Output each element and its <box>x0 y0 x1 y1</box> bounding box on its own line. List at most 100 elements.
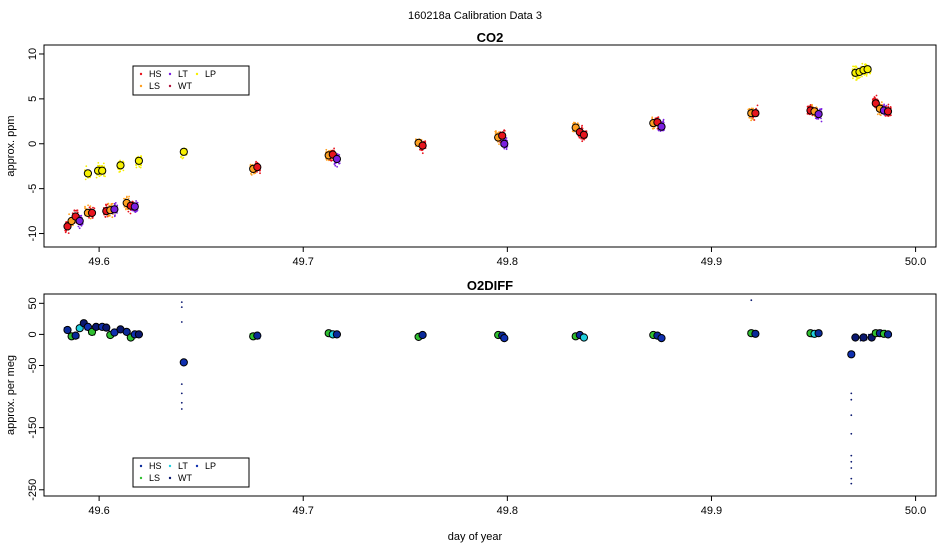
data-point <box>662 121 664 124</box>
co2-data-points <box>63 62 893 235</box>
co2-legend-ls: LS <box>149 81 160 91</box>
data-point <box>88 206 91 209</box>
data-point <box>100 174 102 177</box>
data-point <box>138 165 141 168</box>
cluster-mean-marker <box>657 334 666 343</box>
co2-legend-lp-marker <box>195 72 199 76</box>
data-point <box>140 164 143 167</box>
data-point <box>250 174 253 176</box>
cluster-mean-marker <box>751 329 760 338</box>
o2diff-legend-box <box>132 457 250 488</box>
data-point <box>333 147 335 150</box>
data-point <box>581 140 584 143</box>
data-point <box>64 229 67 232</box>
data-point <box>820 120 823 123</box>
outlier-point <box>180 408 183 410</box>
o2diff-legend-wt-marker <box>168 476 172 480</box>
data-point <box>581 124 583 127</box>
cluster-mean-marker <box>134 156 143 165</box>
outlier-point <box>850 454 853 457</box>
o2diff-legend-wt: WT <box>178 473 192 483</box>
data-point <box>119 170 122 173</box>
co2-legend-lt-marker <box>168 72 172 76</box>
o2diff-legend-hs: HS <box>149 461 162 471</box>
co2-legend-wt-marker <box>168 84 172 88</box>
data-point <box>98 175 101 178</box>
y-tick-label: -10 <box>27 226 39 242</box>
co2-legend-wt: WT <box>178 81 192 91</box>
cluster-mean-marker <box>657 122 666 131</box>
outlier-point <box>750 299 753 302</box>
data-point <box>809 104 812 106</box>
data-point <box>495 130 497 132</box>
cluster-mean-marker <box>83 169 93 178</box>
cluster-mean-marker <box>883 330 893 339</box>
data-point <box>338 162 341 165</box>
data-point <box>64 231 67 234</box>
o2diff-plot-frame <box>43 293 937 497</box>
data-point <box>814 117 817 120</box>
data-point <box>876 113 879 116</box>
data-point <box>879 113 881 116</box>
co2-legend-lt: LT <box>178 69 188 79</box>
x-tick-label: 50.0 <box>905 505 926 517</box>
cluster-mean-marker <box>859 333 868 342</box>
cluster-mean-marker <box>814 110 823 119</box>
o2diff-legend-lt: LT <box>178 461 188 471</box>
data-point <box>336 165 338 168</box>
cluster-mean-marker <box>87 208 97 217</box>
data-point <box>748 107 751 110</box>
cluster-mean-marker <box>122 327 131 336</box>
co2-legend-hs-marker <box>139 72 143 76</box>
co2-legend: HS LT LP LS WT <box>132 65 250 96</box>
data-point <box>861 62 864 65</box>
data-point <box>748 116 751 119</box>
o2diff-data-points <box>63 299 893 485</box>
x-tick-label: 49.9 <box>701 505 722 517</box>
data-point <box>180 156 182 159</box>
data-point <box>127 197 130 200</box>
data-point <box>105 203 107 206</box>
data-point <box>104 175 106 178</box>
data-point <box>503 129 506 132</box>
cluster-mean-marker <box>98 166 107 175</box>
data-point <box>123 197 125 200</box>
data-point <box>875 94 878 97</box>
cluster-mean-marker <box>253 331 262 340</box>
data-point <box>505 148 508 151</box>
x-tick-label: 49.6 <box>88 256 109 268</box>
y-tick-label: 0 <box>27 141 39 147</box>
data-point <box>874 97 876 100</box>
o2diff-panel: O2DIFF 50 0 -50 -150 -250 49.6 49.7 49.8 49.9 50… <box>5 278 937 543</box>
data-point <box>85 165 88 168</box>
co2-y-axis: -10 -5 0 5 10 <box>27 48 44 242</box>
co2-x-axis: 49.6 49.7 49.8 49.9 50.0 <box>88 247 926 268</box>
o2diff-y-axis: 50 0 -50 -150 -250 <box>27 297 44 501</box>
data-point <box>84 178 87 181</box>
cluster-mean-marker <box>102 323 111 332</box>
data-point <box>88 216 90 219</box>
data-point <box>576 122 579 125</box>
cluster-mean-marker <box>130 202 139 211</box>
data-point <box>113 215 116 218</box>
outlier-point <box>180 401 183 404</box>
data-point <box>111 216 114 219</box>
o2diff-legend-lp-marker <box>195 464 199 468</box>
data-point <box>135 200 138 202</box>
data-point <box>750 107 753 110</box>
data-point <box>858 77 860 80</box>
data-point <box>752 116 755 119</box>
x-tick-label: 49.7 <box>293 256 314 268</box>
o2diff-legend-hs-marker <box>139 464 143 468</box>
co2-panel: CO2 -10 -5 0 5 10 49.6 49.7 49.8 49.9 50.0 appro… <box>5 30 937 268</box>
data-point <box>890 114 892 117</box>
cluster-mean-marker <box>332 330 341 339</box>
cluster-mean-marker <box>500 139 509 148</box>
data-point <box>855 66 858 69</box>
cluster-mean-marker <box>63 325 72 335</box>
y-tick-label: -150 <box>27 417 39 439</box>
data-point <box>102 162 105 165</box>
data-point <box>859 76 861 79</box>
data-point <box>122 169 125 172</box>
cluster-mean-marker <box>332 154 341 164</box>
